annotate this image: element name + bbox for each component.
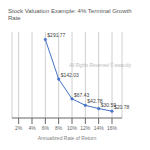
svg-text:2%: 2% — [15, 125, 23, 131]
svg-text:Annualized Rate of Return: Annualized Rate of Return — [38, 135, 97, 141]
html-text:Stock Valuation Example: 4% Te: Stock Valuation Example: 4% Terminal Gro… — [8, 8, 132, 21]
svg-text:$142.03: $142.03 — [61, 72, 79, 78]
svg-text:$291.77: $291.77 — [47, 32, 65, 38]
svg-text:$20.78: $20.78 — [114, 104, 130, 110]
svg-text:16%: 16% — [107, 125, 118, 131]
svg-text:4%: 4% — [28, 125, 36, 131]
svg-text:8%: 8% — [55, 125, 63, 131]
svg-text:6%: 6% — [42, 125, 50, 131]
svg-text:12%: 12% — [80, 125, 91, 131]
svg-text:$67.43: $67.43 — [74, 92, 90, 98]
html-text:All Rights Reserved © www.diy: All Rights Reserved © www.diy — [69, 63, 131, 69]
svg-text:$30.59: $30.59 — [100, 101, 116, 108]
svg-text:$42.78: $42.78 — [87, 98, 103, 105]
svg-text:14%: 14% — [94, 125, 105, 131]
svg-text:10%: 10% — [67, 125, 78, 131]
